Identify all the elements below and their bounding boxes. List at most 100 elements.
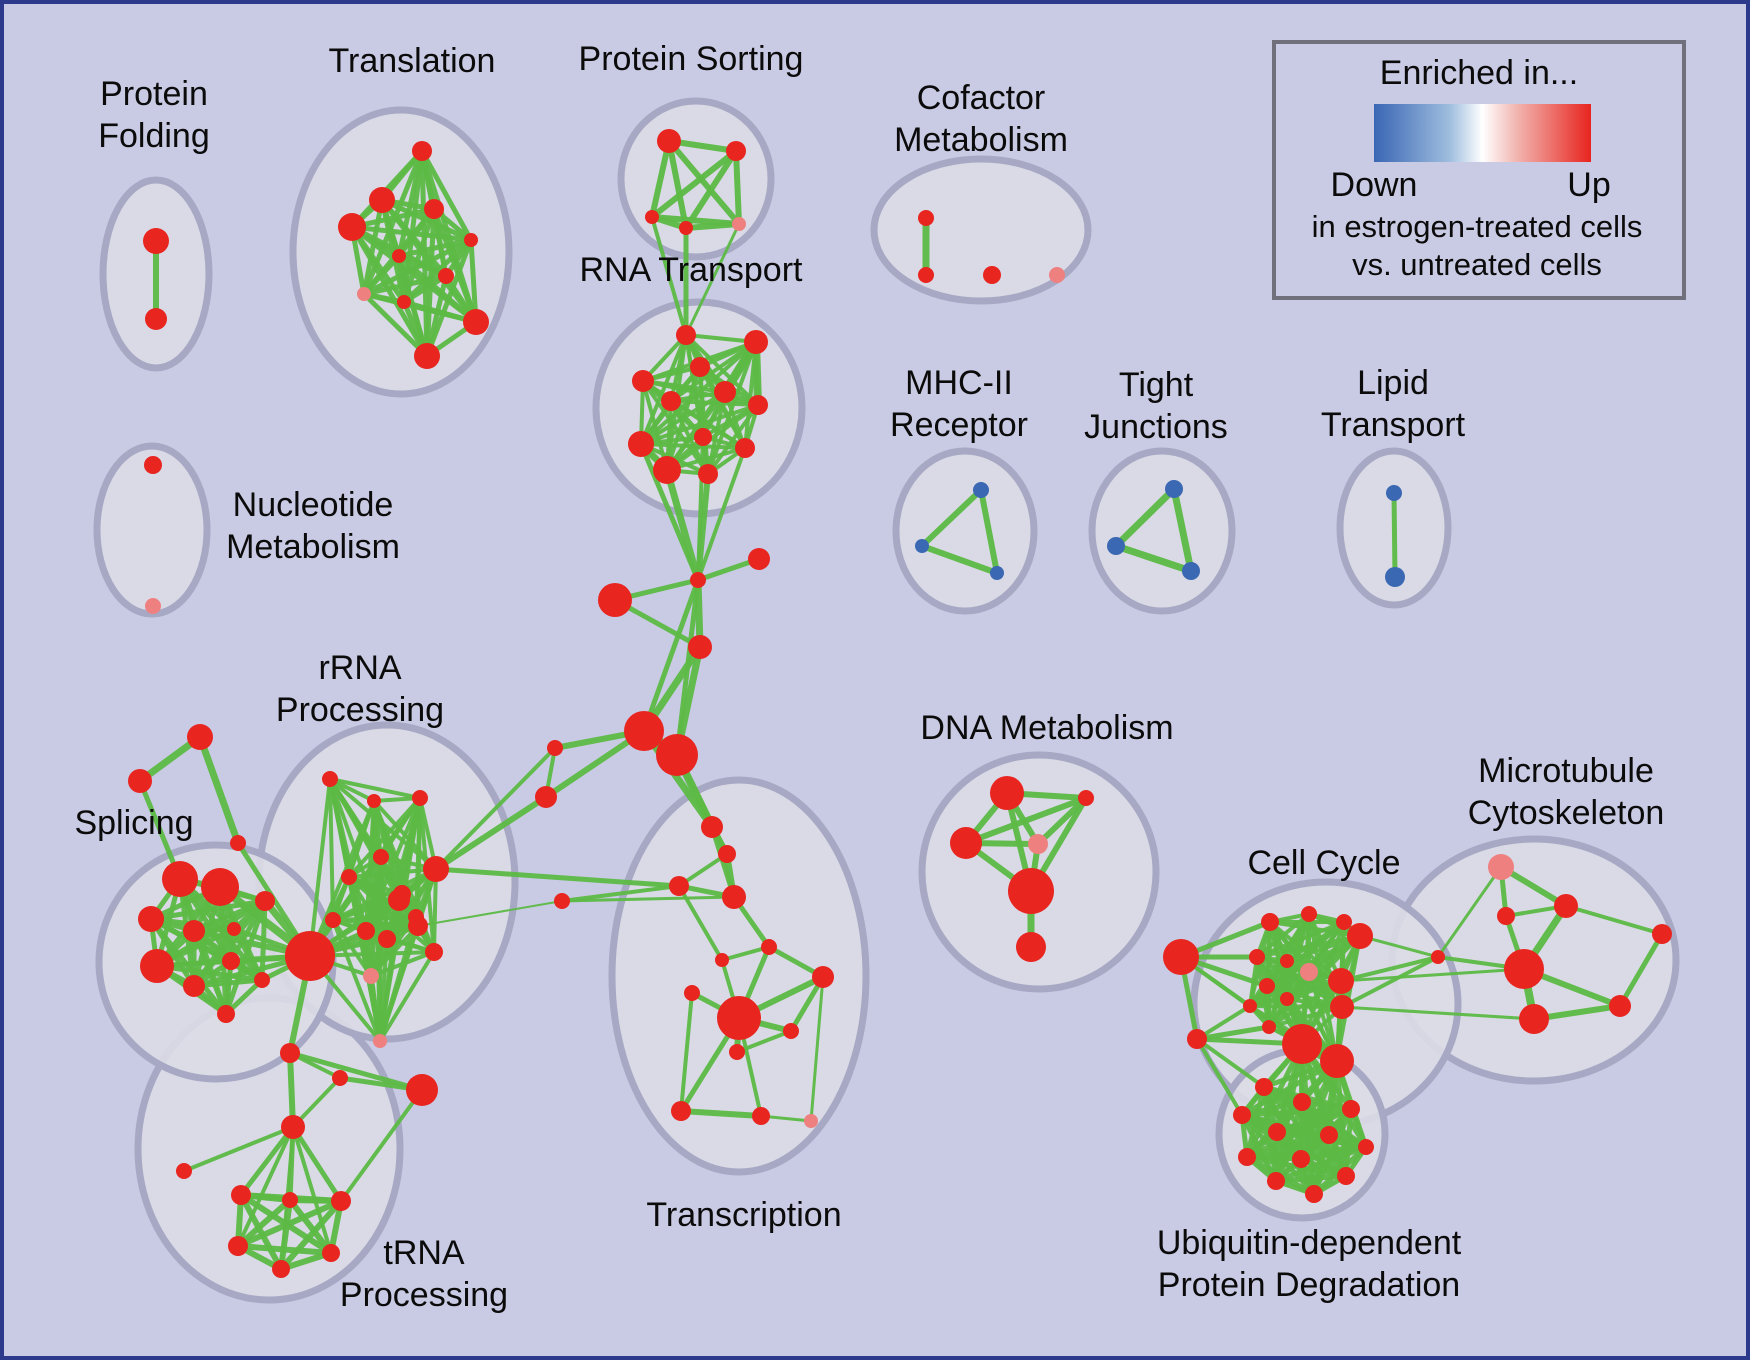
edge [349, 225, 430, 358]
edge [1248, 956, 1259, 1007]
gene-set-node [694, 428, 712, 446]
legend-box: Enriched in... Down Up in estrogen-treat… [1272, 40, 1686, 300]
edge [364, 930, 382, 1042]
gene-set-node [714, 381, 736, 403]
gene-set-node [1280, 954, 1294, 968]
network-canvas: Protein Folding Translation Protein Sorting… [74, 40, 1686, 1314]
edge [150, 898, 266, 922]
cluster-label-cofactor-metabolism: Cofactor [917, 79, 1046, 117]
cluster-label-mhc-ii-receptor: MHC-II [905, 364, 1013, 402]
edge [650, 216, 688, 336]
edge [685, 221, 740, 231]
gene-set-node [1028, 834, 1048, 854]
edge [736, 1029, 792, 1054]
gene-set-node [1238, 1148, 1256, 1166]
gene-set-node [1259, 978, 1275, 994]
gene-set-node [397, 295, 411, 309]
edge [1267, 979, 1343, 1029]
gene-set-node [201, 868, 239, 906]
gene-set-node [325, 912, 341, 928]
gene-set-node [357, 922, 375, 940]
edge [290, 1125, 344, 1203]
gene-set-node [272, 1260, 290, 1278]
edge [332, 898, 400, 922]
gene-set-node [463, 309, 489, 335]
edge [223, 900, 268, 1015]
gene-set-node [812, 966, 834, 988]
gene-set-node [990, 566, 1004, 580]
gene-set-node [412, 141, 432, 161]
gene-set-node [661, 391, 681, 411]
gene-set-node [1336, 914, 1352, 930]
edge [1340, 967, 1525, 983]
gene-set-node [341, 869, 357, 885]
gene-set-node [388, 889, 410, 911]
gene-set-node [1182, 562, 1200, 580]
edge [1391, 492, 1398, 578]
gene-set-node [128, 769, 152, 793]
gene-set-node [1431, 950, 1445, 964]
cluster-ellipse-tight-junctions [1088, 447, 1236, 615]
edge [683, 149, 739, 230]
edge [361, 199, 385, 295]
gene-set-node [1243, 999, 1257, 1013]
gene-set-node [1165, 480, 1183, 498]
edge [663, 469, 702, 581]
gene-set-node [1519, 1004, 1549, 1034]
gene-set-node [752, 1107, 770, 1125]
gene-set-node [698, 464, 718, 484]
gene-set-node [183, 920, 205, 942]
cluster-label-splicing: Splicing [74, 804, 193, 842]
gene-set-node [1268, 1123, 1286, 1141]
gene-set-node [1652, 924, 1672, 944]
cluster-label-trna-processing: tRNA [383, 1234, 465, 1272]
edge [679, 992, 694, 1112]
edge [287, 1052, 296, 1128]
edge [419, 149, 474, 242]
gene-set-node [1497, 907, 1515, 925]
cluster-labels: Protein Folding Translation Protein Sorting… [74, 40, 1664, 1314]
edge [640, 442, 746, 450]
gene-set-node [424, 199, 444, 219]
edge [1195, 1004, 1252, 1041]
gene-set-node [231, 1185, 251, 1205]
edge [416, 797, 422, 927]
edge [424, 275, 449, 357]
edge [278, 1199, 293, 1270]
edge [1196, 1024, 1270, 1042]
cluster-label-lipid-transport: Transport [1321, 406, 1466, 444]
gene-set-node [717, 996, 761, 1040]
gene-set-node [464, 233, 478, 247]
edge [378, 899, 401, 1042]
gene-set-node [1078, 790, 1094, 806]
edge [1617, 932, 1665, 1008]
cluster-label-cell-cycle: Cell Cycle [1247, 844, 1400, 882]
edge [362, 254, 401, 296]
edge [920, 543, 999, 576]
edge [1340, 955, 1439, 983]
gene-set-node [1267, 1172, 1285, 1190]
edge [642, 379, 759, 407]
edge [397, 254, 478, 324]
gene-set-node [554, 893, 570, 909]
gene-set-node [718, 845, 736, 863]
gene-set-node [138, 906, 164, 932]
gene-set-node [145, 598, 161, 614]
gene-set-node [322, 771, 338, 787]
gene-set-node [280, 1043, 300, 1063]
edge [1195, 1037, 1266, 1089]
gene-set-node [950, 827, 982, 859]
gene-set-node [363, 968, 379, 984]
gene-set-node [535, 786, 557, 808]
cluster-label-cofactor-metabolism: Metabolism [894, 121, 1068, 159]
gene-set-node [144, 456, 162, 474]
edge [978, 489, 1000, 574]
legend-caption-line1: in estrogen-treated cells [1312, 209, 1643, 244]
gene-set-node [656, 734, 698, 776]
edge [650, 148, 738, 220]
gene-set-node [722, 885, 746, 909]
cluster-label-protein-folding: Folding [98, 117, 210, 155]
edge [434, 794, 548, 872]
edge [1565, 904, 1663, 936]
gene-set-node [332, 1070, 348, 1086]
